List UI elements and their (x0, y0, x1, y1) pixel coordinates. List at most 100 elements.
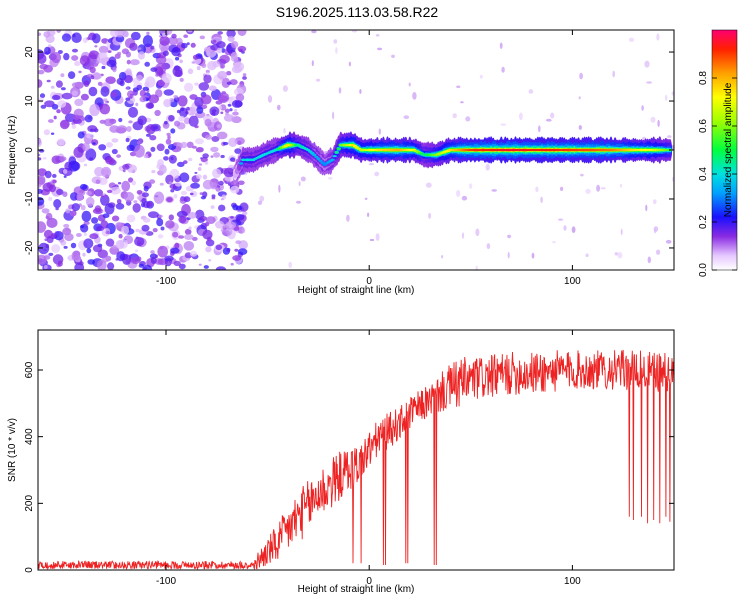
noise-speckle (242, 76, 247, 80)
noise-speckle (205, 134, 212, 140)
noise-speckle (150, 256, 157, 264)
noise-speckle (134, 236, 145, 247)
noise-speckle (579, 72, 583, 80)
noise-speckle (545, 118, 552, 122)
noise-speckle (112, 67, 117, 73)
noise-speckle (110, 91, 118, 98)
noise-speckle (68, 160, 80, 172)
noise-speckle (220, 154, 225, 159)
noise-speckle (136, 190, 143, 195)
noise-speckle (48, 184, 57, 193)
noise-speckle (97, 81, 103, 86)
noise-speckle (202, 174, 208, 180)
noise-speckle (150, 146, 156, 152)
noise-speckle (641, 105, 644, 111)
noise-speckle (403, 115, 410, 120)
noise-speckle (190, 250, 198, 257)
noise-speckle (141, 192, 149, 198)
noise-speckle (135, 228, 140, 233)
noise-speckle (667, 135, 672, 138)
noise-speckle (83, 232, 87, 236)
noise-speckle (141, 197, 147, 204)
noise-speckle (107, 50, 112, 53)
noise-speckle (172, 231, 179, 238)
noise-speckle (87, 259, 95, 265)
noise-speckle (212, 39, 217, 44)
noise-speckle (196, 106, 204, 114)
noise-speckle (226, 247, 231, 252)
noise-speckle (378, 128, 381, 135)
noise-speckle (465, 116, 471, 122)
noise-speckle (57, 100, 67, 108)
noise-speckle (76, 192, 84, 201)
noise-speckle (50, 132, 55, 135)
noise-speckle (100, 52, 108, 59)
noise-speckle (215, 244, 223, 251)
noise-speckle (38, 168, 47, 177)
noise-speckle (178, 235, 185, 239)
noise-speckle (242, 73, 247, 77)
noise-speckle (596, 184, 601, 192)
noise-speckle (46, 236, 54, 244)
noise-speckle (377, 47, 383, 51)
noise-speckle (137, 47, 142, 50)
noise-speckle (198, 163, 203, 166)
noise-speckle (283, 128, 286, 134)
noise-speckle (53, 199, 62, 209)
noise-speckle (80, 225, 84, 229)
noise-speckle (665, 239, 672, 244)
noise-speckle (190, 42, 196, 48)
noise-speckle (234, 100, 243, 108)
noise-speckle (173, 260, 181, 267)
noise-speckle (646, 81, 652, 84)
noise-speckle (85, 148, 97, 161)
noise-speckle (100, 220, 109, 229)
noise-speckle (221, 48, 226, 53)
noise-speckle (58, 156, 67, 162)
noise-speckle (101, 257, 109, 263)
noise-speckle (128, 120, 133, 124)
noise-speckle (657, 119, 660, 128)
noise-speckle (38, 157, 42, 161)
noise-speckle (296, 200, 301, 204)
noise-speckle (102, 98, 108, 102)
noise-speckle (540, 196, 543, 203)
noise-speckle (64, 113, 76, 122)
noise-speckle (98, 144, 107, 151)
noise-speckle (338, 87, 342, 94)
noise-speckle (92, 72, 102, 80)
noise-speckle (73, 114, 80, 121)
noise-speckle (116, 125, 128, 133)
noise-speckle (156, 143, 165, 152)
noise-speckle (183, 160, 188, 165)
y-tick-label: -10 (24, 191, 35, 206)
noise-speckle (210, 155, 214, 158)
noise-speckle (277, 104, 281, 111)
noise-speckle (230, 262, 234, 266)
noise-speckle (204, 118, 212, 127)
noise-speckle (60, 73, 65, 78)
noise-speckle (199, 192, 204, 195)
noise-speckle (71, 203, 81, 212)
noise-speckle (226, 71, 232, 76)
snr-series-line (38, 349, 674, 570)
noise-speckle (456, 190, 461, 197)
noise-speckle (148, 153, 152, 157)
noise-speckle (585, 253, 589, 258)
noise-speckle (367, 212, 370, 217)
noise-speckle (194, 82, 199, 86)
noise-speckle (89, 103, 100, 117)
noise-speckle (126, 59, 131, 65)
noise-speckle (38, 188, 43, 194)
noise-speckle (220, 111, 224, 115)
noise-speckle (375, 34, 380, 37)
noise-speckle (166, 197, 173, 203)
noise-speckle (165, 138, 172, 145)
noise-speckle (62, 191, 68, 197)
noise-speckle (81, 210, 92, 222)
noise-speckle (528, 89, 534, 94)
noise-speckle (38, 153, 41, 157)
noise-speckle (73, 146, 84, 158)
noise-speckle (215, 186, 221, 192)
noise-speckle (122, 169, 126, 173)
